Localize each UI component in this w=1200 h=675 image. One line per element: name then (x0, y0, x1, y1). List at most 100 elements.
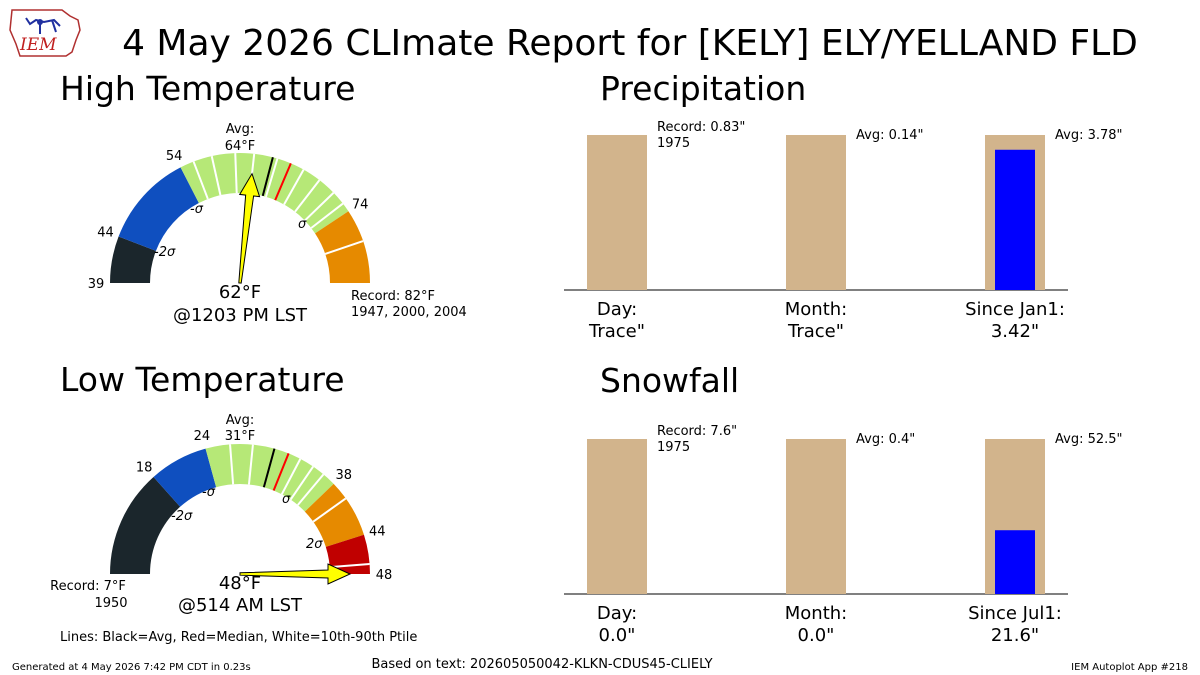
logo-text: IEM (19, 35, 57, 55)
gauge-needle (239, 563, 352, 585)
record-label: Record: 7.6" (657, 424, 737, 439)
sigma-label: σ (298, 217, 307, 232)
gauge-needle (238, 172, 261, 284)
avg-value: 64°F (225, 139, 256, 154)
category-name: Day: (597, 603, 637, 624)
low-temp-gauge: 18 24 38 44 48 (110, 429, 393, 585)
record-label: Record: 0.83" (657, 120, 745, 135)
gauge-tick-label: 48 (376, 568, 393, 583)
reference-bar (587, 439, 647, 594)
category-value: 0.0" (798, 625, 835, 646)
median-line (272, 453, 290, 491)
percentile-line (229, 444, 235, 485)
record-year: 1975 (657, 440, 690, 455)
record-label: Record: 82°F (351, 289, 435, 304)
average-line (261, 156, 274, 197)
observed-bar (995, 149, 1035, 290)
percentile-line (210, 155, 222, 196)
percentile-line (294, 179, 321, 213)
avg-label: Avg: (226, 413, 254, 428)
sigma-label: -2σ (171, 509, 193, 524)
average-line (262, 448, 276, 488)
sigma-label: -2σ (154, 245, 176, 260)
precip-heading: Precipitation (600, 69, 806, 108)
iem-logo: IEM (9, 9, 81, 57)
legend-note: Lines: Black=Avg, Red=Median, White=10th… (60, 630, 417, 645)
observed-value: 48°F (219, 573, 261, 594)
avg-label: Avg: (226, 122, 254, 137)
median-line (274, 162, 292, 201)
observed-time: @514 AM LST (178, 595, 303, 616)
avg-label: Avg: 0.4" (856, 432, 915, 447)
percentile-line (192, 161, 209, 200)
gauge-band (118, 167, 199, 251)
gauge-band (304, 483, 364, 547)
category-name: Since Jul1: (968, 603, 1062, 624)
gauge-band (205, 443, 334, 512)
observed-time: @1203 PM LST (173, 305, 308, 326)
observed-value: 62°F (219, 282, 261, 303)
category-name: Day: (597, 299, 637, 320)
generated-note: Generated at 4 May 2026 7:42 PM CDT in 0… (12, 662, 251, 673)
high-temp-gauge: 39 44 54 74 (88, 149, 370, 292)
category-value: Trace" (787, 321, 844, 342)
precip-bar-chart (564, 135, 1068, 291)
percentile-line (304, 192, 335, 222)
percentile-line (329, 563, 370, 569)
sigma-label: -σ (190, 202, 204, 217)
category-value: 0.0" (599, 625, 636, 646)
percentile-line (247, 444, 254, 485)
gauge-tick-label: 24 (194, 429, 211, 444)
low-temp-labels: Avg: 31°F 48°F @514 AM LST Record: 7°F 1… (50, 413, 323, 616)
percentile-line (289, 465, 314, 501)
record-years: 1947, 2000, 2004 (351, 305, 467, 320)
percentile-line (310, 202, 344, 229)
sigma-label: -σ (202, 485, 216, 500)
precip-labels: Record: 0.83" 1975 Avg: 0.14" Avg: 3.78"… (588, 120, 1123, 342)
record-years: 1950 (94, 596, 127, 611)
snowfall-labels: Record: 7.6" 1975 Avg: 0.4" Avg: 52.5" D… (597, 424, 1123, 646)
gauge-tick-label: 74 (352, 198, 369, 213)
sigma-label: 2σ (306, 537, 323, 552)
snowfall-bar-chart (564, 439, 1068, 595)
category-name: Since Jan1: (965, 299, 1065, 320)
gauge-band (110, 476, 181, 574)
page-title: 4 May 2026 CLImate Report for [KELY] ELY… (122, 23, 1138, 64)
category-name: Month: (785, 299, 847, 320)
gauge-tick-label: 54 (166, 149, 183, 164)
high-temp-heading: High Temperature (60, 69, 355, 108)
percentile-line (297, 473, 325, 506)
avg-label: Avg: 3.78" (1055, 128, 1123, 143)
record-year: 1975 (657, 136, 690, 151)
sigma-label: σ (282, 492, 291, 507)
percentile-line (234, 153, 238, 194)
gauge-tick-label: 39 (88, 277, 105, 292)
avg-label: Avg: 0.14" (856, 128, 924, 143)
reference-bar (587, 135, 647, 290)
percentile-line (280, 458, 302, 495)
gauge-tick-label: 38 (335, 468, 352, 483)
app-note: IEM Autoplot App #218 (1071, 662, 1188, 673)
reference-bar (786, 439, 846, 594)
avg-label: Avg: 52.5" (1055, 432, 1123, 447)
category-name: Month: (785, 603, 847, 624)
gauge-tick-label: 44 (97, 226, 114, 241)
percentile-line (324, 240, 364, 255)
reference-bar (786, 135, 846, 290)
avg-value: 31°F (225, 429, 256, 444)
gauge-tick-label: 18 (136, 460, 153, 475)
category-value: 3.42" (991, 321, 1039, 342)
gauge-band (110, 236, 156, 283)
gauge-tick-label: 44 (369, 525, 386, 540)
source-note: Based on text: 202605050042-KLKN-CDUS45-… (371, 657, 712, 672)
high-temp-labels: Avg: 64°F 62°F @1203 PM LST Record: 82°F… (154, 122, 467, 326)
record-label: Record: 7°F (50, 579, 126, 594)
snowfall-heading: Snowfall (600, 361, 739, 400)
gauge-band (153, 448, 217, 507)
percentile-line (264, 158, 279, 198)
percentile-line (283, 169, 305, 206)
percentile-line (312, 497, 347, 523)
category-value: 21.6" (991, 625, 1039, 646)
observed-bar (995, 530, 1035, 594)
